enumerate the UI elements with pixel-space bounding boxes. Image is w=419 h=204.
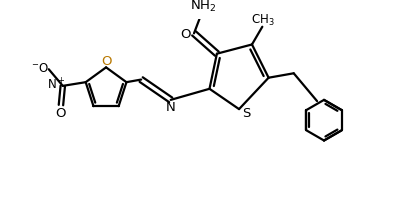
Text: CH$_3$: CH$_3$ (251, 13, 274, 28)
Text: O: O (181, 28, 191, 41)
Text: $^{-}$O: $^{-}$O (31, 61, 49, 74)
Text: S: S (242, 107, 251, 120)
Text: N$^+$: N$^+$ (47, 77, 65, 92)
Text: O: O (101, 55, 111, 68)
Text: O: O (56, 106, 66, 119)
Text: NH$_2$: NH$_2$ (190, 0, 216, 14)
Text: N: N (166, 101, 176, 113)
